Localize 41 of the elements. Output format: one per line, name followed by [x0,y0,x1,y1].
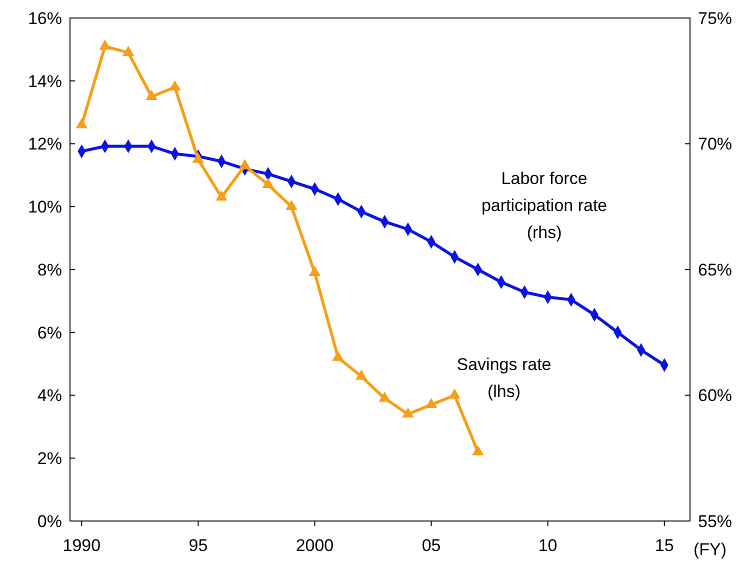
y-tick-label: 12% [28,134,62,154]
y-tick-label: 0% [37,512,62,531]
y-tick-label: 4% [37,386,62,406]
point [76,118,88,128]
point [169,80,181,91]
x-axis-title: (FY) [693,540,727,559]
point [472,445,484,456]
point [425,398,438,408]
y2-tick-label: 70% [698,134,732,154]
point [448,388,460,399]
y-tick-label: 6% [37,323,62,342]
y2-tick-label: 75% [698,8,732,28]
point [332,350,344,361]
point [262,178,274,188]
point [308,266,321,276]
point [99,40,111,50]
y2-tick-label: 60% [698,386,732,406]
y2-tick-label: 55% [698,512,732,531]
x-tick-label: 05 [422,536,441,555]
point [146,90,158,100]
x-tick-label: 10 [538,536,558,555]
point [238,158,251,170]
y-tick-label: 8% [37,260,62,280]
point [216,190,228,201]
y-tick-label: 16% [28,8,62,28]
point [378,392,391,402]
point [355,370,368,380]
series-label: Savings rate (lhs) [456,355,552,402]
y2-tick-label: 65% [698,260,732,280]
y-tick-label: 2% [37,449,62,468]
x-tick-label: 15 [654,536,674,555]
point [192,152,204,163]
point [286,200,298,210]
point [402,407,414,418]
x-tick-label: 1990 [62,536,101,555]
y-tick-label: 14% [28,72,62,91]
series-label: Labor force participation rate (rhs) [481,168,608,242]
point [122,46,134,56]
y-tick-label: 10% [28,198,62,217]
x-tick-label: 2000 [296,536,334,555]
x-tick-label: 95 [188,536,208,555]
